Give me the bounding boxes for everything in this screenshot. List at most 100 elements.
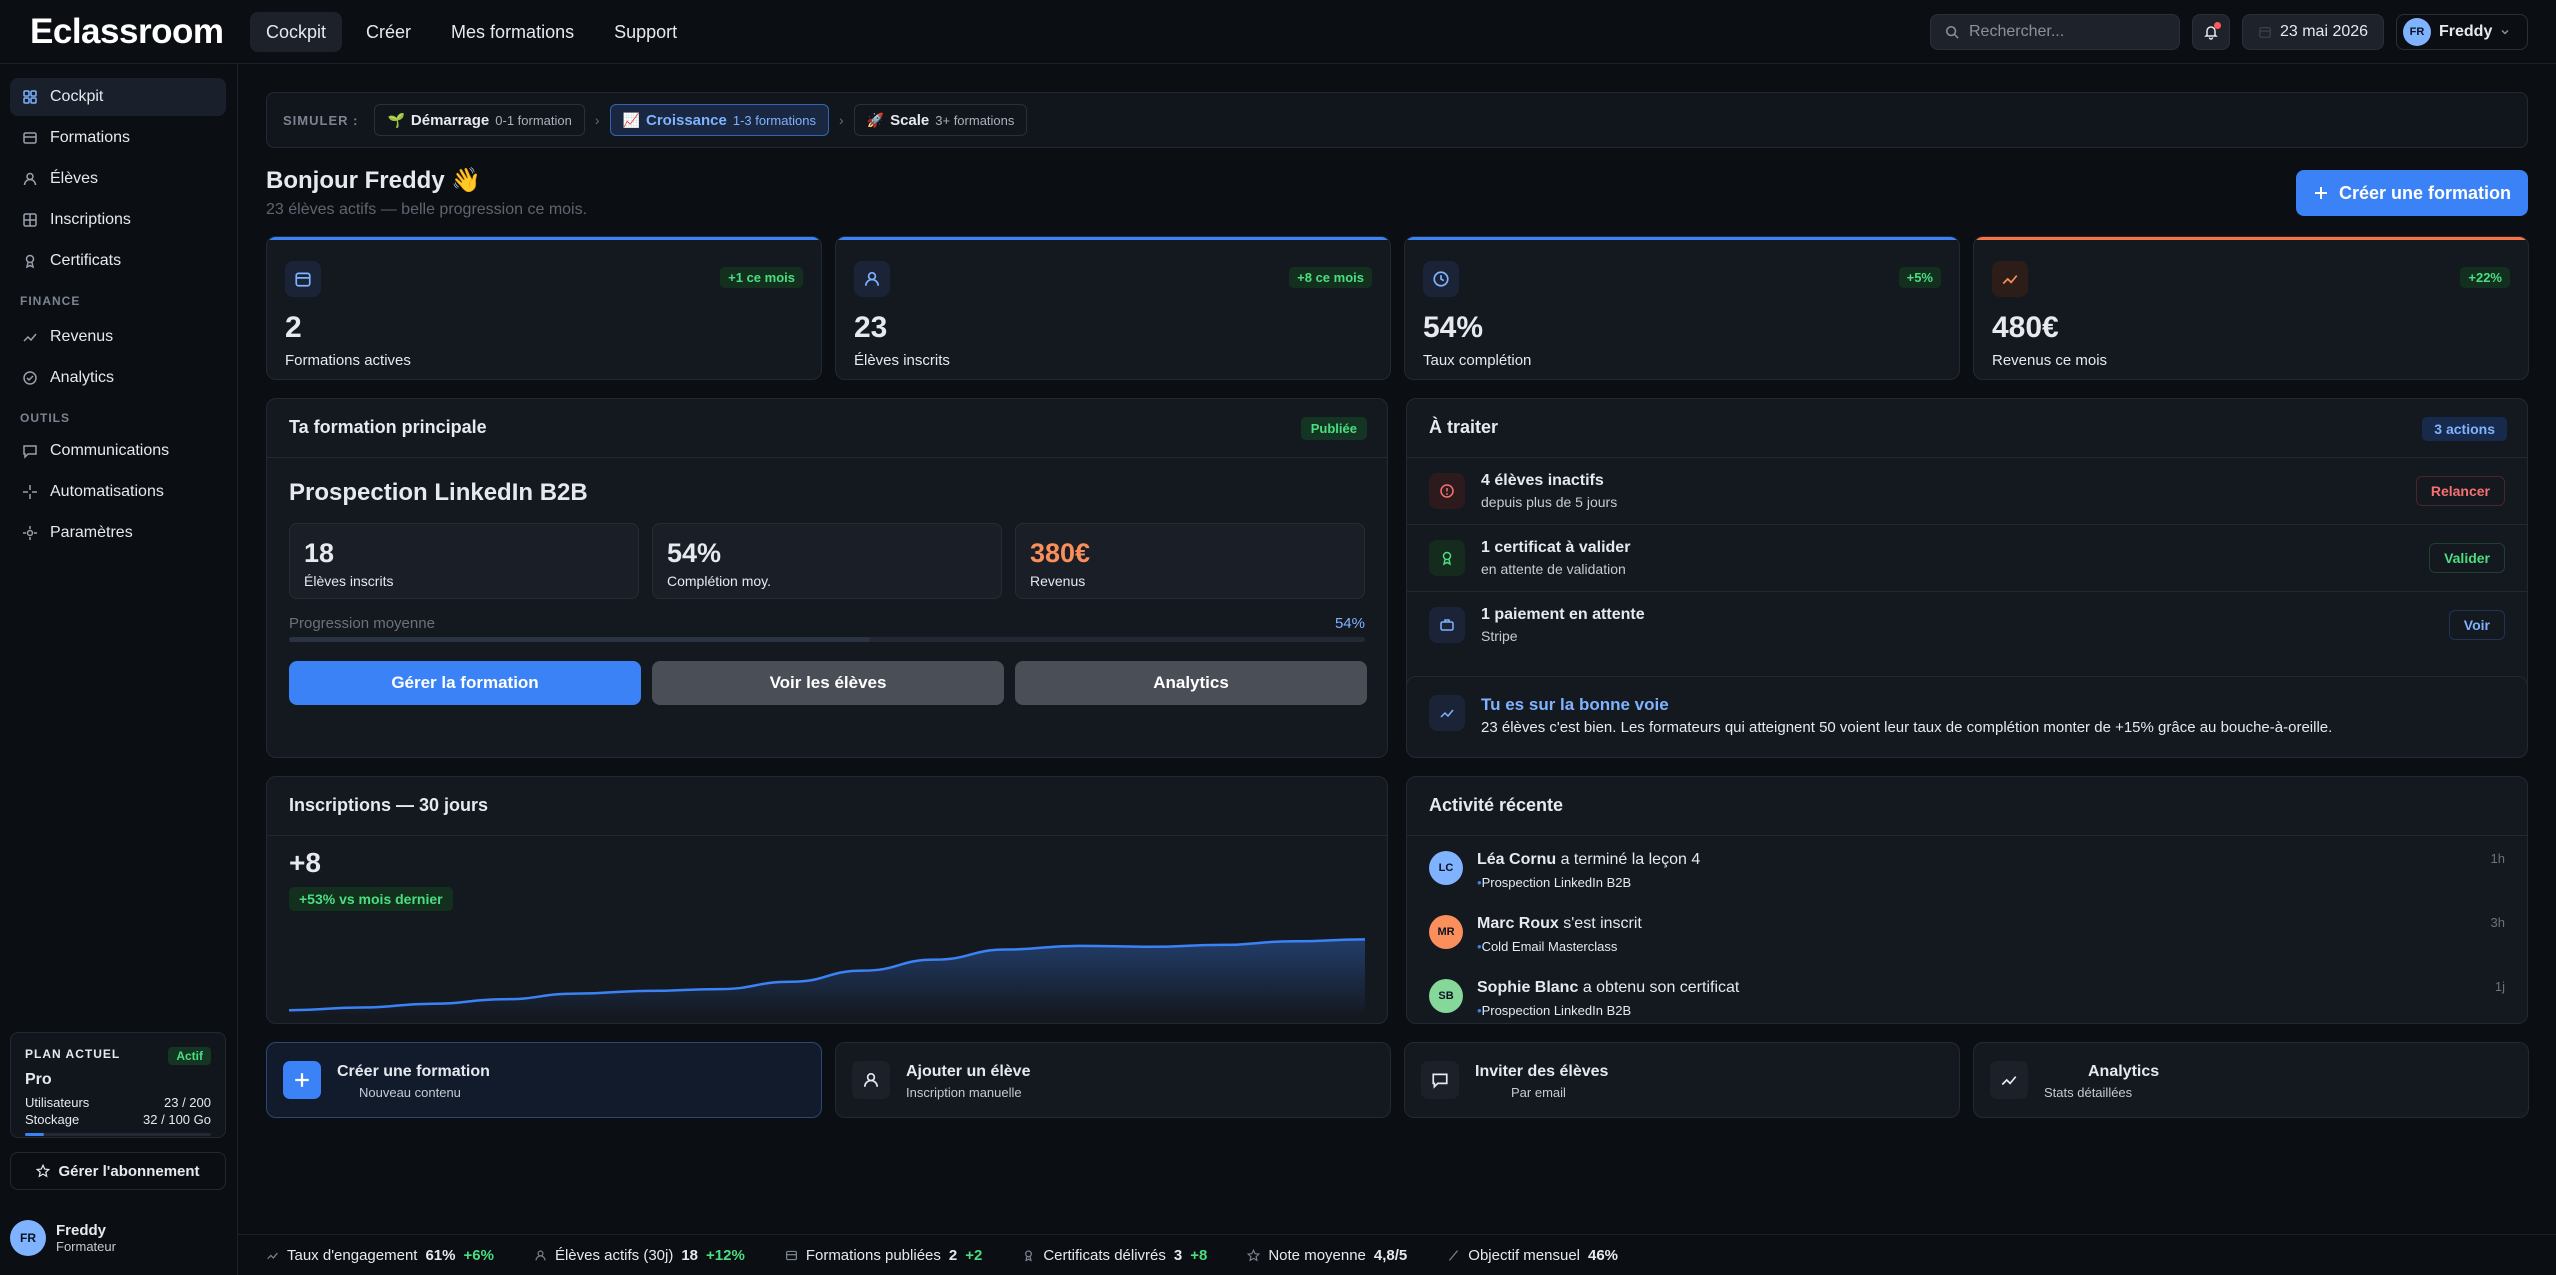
- valider-button[interactable]: Valider: [2429, 543, 2505, 573]
- user-icon: [23, 172, 37, 186]
- create-formation-button[interactable]: Créer une formation: [2296, 170, 2528, 216]
- stat-card-formations[interactable]: +1 ce mois 2 Formations actives: [266, 236, 822, 380]
- activity-item[interactable]: MR Marc Roux s'est inscrit •Cold Email M…: [1407, 903, 2527, 967]
- date-picker[interactable]: 23 mai 2026: [2242, 14, 2384, 50]
- stat-value: 23: [854, 311, 888, 344]
- todo-title: 1 certificat à valider: [1481, 539, 1631, 556]
- quick-action-invite-students[interactable]: Inviter des élèves Par email: [1404, 1042, 1960, 1118]
- sidebar-item-inscriptions[interactable]: Inscriptions: [10, 201, 226, 239]
- bullet-icon: •: [1477, 875, 1482, 890]
- stat-label: Revenus ce mois: [1992, 352, 2108, 369]
- sidebar-item-automatisations[interactable]: Automatisations: [10, 473, 226, 511]
- plan-users-value: 23 / 200: [164, 1095, 211, 1110]
- simulate-croissance[interactable]: 📈 Croissance 1-3 formations: [609, 104, 829, 136]
- nav-creer[interactable]: Créer: [366, 21, 412, 42]
- sidebar-item-certificats[interactable]: Certificats: [10, 242, 226, 280]
- bottom-stat-delta: +8: [1190, 1246, 1208, 1264]
- bottom-stat-label: Objectif mensuel: [1468, 1246, 1580, 1264]
- activity-action: a terminé la leçon 4: [1560, 851, 1701, 868]
- divider: [267, 457, 1387, 458]
- calendar-icon: [2259, 26, 2271, 38]
- chip-sub: 3+ formations: [935, 112, 1015, 128]
- quick-action-analytics[interactable]: Analytics Stats détaillées: [1973, 1042, 2529, 1118]
- trend-icon: [1440, 709, 1454, 718]
- quick-action-icon-box: [283, 1061, 321, 1099]
- settings-icon: [23, 526, 37, 540]
- tip-icon-box: [1429, 695, 1465, 731]
- search-input[interactable]: [1969, 23, 2159, 41]
- bottom-stat-label: Taux d'engagement: [287, 1246, 418, 1264]
- simulate-scale[interactable]: 🚀 Scale 3+ formations: [853, 104, 1028, 136]
- tip-title: Tu es sur la bonne voie: [1481, 695, 1669, 714]
- wave-icon: 👋: [451, 167, 482, 194]
- clock-icon: [1433, 271, 1449, 287]
- stat-label: Taux complétion: [1423, 352, 1532, 369]
- analytics-button[interactable]: Analytics: [1015, 661, 1367, 705]
- quick-action-sub: Par email: [1511, 1085, 1566, 1100]
- separator-icon: ›: [838, 112, 844, 128]
- award-icon: [1025, 1249, 1033, 1261]
- stat-card-completion[interactable]: +5% 54% Taux complétion: [1404, 236, 1960, 380]
- sidebar-item-communications[interactable]: Communications: [10, 432, 226, 470]
- page-title: Bonjour Freddy 👋: [266, 166, 481, 195]
- stat-card-revenus[interactable]: +22% 480€ Revenus ce mois: [1973, 236, 2529, 380]
- bottom-stat-value: 2: [948, 1246, 958, 1264]
- activity-item[interactable]: LC Léa Cornu a terminé la leçon 4 •Prosp…: [1407, 839, 2527, 903]
- bottom-stat-rating: Note moyenne 4,8/5: [1247, 1247, 1407, 1264]
- relancer-button[interactable]: Relancer: [2415, 476, 2505, 506]
- sidebar-item-eleves[interactable]: Élèves: [10, 160, 226, 198]
- sidebar-user[interactable]: FR Freddy Formateur: [10, 1220, 116, 1256]
- briefcase-icon: [1440, 619, 1454, 631]
- bottom-stat-active-students: Élèves actifs (30j) 18 +12%: [534, 1247, 745, 1264]
- activity-item[interactable]: SB Sophie Blanc a obtenu son certificat …: [1407, 967, 2527, 1023]
- quick-action-create-formation[interactable]: Créer une formation Nouveau contenu: [266, 1042, 822, 1118]
- sidebar-item-revenus[interactable]: Revenus: [10, 318, 226, 356]
- voir-button[interactable]: Voir: [2448, 610, 2505, 640]
- quick-action-add-student[interactable]: Ajouter un élève Inscription manuelle: [835, 1042, 1391, 1118]
- sparkle-icon: [23, 485, 37, 499]
- activity-course: •Prospection LinkedIn B2B: [1477, 1003, 1631, 1018]
- nav-mes-formations[interactable]: Mes formations: [451, 21, 575, 42]
- message-icon: [1432, 1073, 1448, 1089]
- stat-card-eleves[interactable]: +8 ce mois 23 Élèves inscrits: [835, 236, 1391, 380]
- sidebar-item-label: Formations: [50, 129, 131, 146]
- avatar: FR: [10, 1220, 46, 1256]
- separator-icon: ›: [594, 112, 600, 128]
- sidebar-item-parametres[interactable]: Paramètres: [10, 514, 226, 552]
- sprout-icon: 🌱: [387, 111, 405, 128]
- sidebar-item-formations[interactable]: Formations: [10, 119, 226, 157]
- stat-value: 480€: [1992, 311, 2059, 344]
- bell-icon: [2204, 26, 2218, 40]
- bottom-stat-label: Formations publiées: [805, 1246, 941, 1264]
- user-menu[interactable]: FR Freddy: [2396, 14, 2528, 50]
- todo-sub: en attente de validation: [1481, 561, 1626, 577]
- bottom-stat-objective: Objectif mensuel 46%: [1447, 1247, 1618, 1264]
- activity-line: Sophie Blanc a obtenu son certificat: [1477, 979, 1739, 997]
- activity-action: s'est inscrit: [1563, 915, 1642, 932]
- grid-icon: [23, 90, 37, 104]
- logo[interactable]: Eclassroom: [30, 12, 224, 52]
- nav-cockpit[interactable]: Cockpit: [250, 12, 343, 52]
- sidebar-item-label: Élèves: [50, 170, 99, 187]
- simulate-demarrage[interactable]: 🌱 Démarrage 0-1 formation: [374, 104, 585, 136]
- nav-support[interactable]: Support: [614, 21, 678, 42]
- metric-label: Élèves inscrits: [304, 573, 394, 589]
- search-box[interactable]: [1930, 14, 2180, 50]
- todo-item-certificate: 1 certificat à valider en attente de val…: [1407, 525, 2527, 591]
- manage-subscription-button[interactable]: Gérer l'abonnement: [10, 1152, 226, 1190]
- inscriptions-area-chart: [289, 938, 1365, 1017]
- notifications-button[interactable]: [2192, 14, 2230, 50]
- status-badge: Publiée: [1300, 417, 1367, 440]
- trend-icon: [2002, 275, 2018, 285]
- plan-name: Pro: [25, 1071, 52, 1088]
- manage-formation-button[interactable]: Gérer la formation: [289, 661, 641, 705]
- sidebar: Cockpit Formations Élèves Inscriptions C…: [0, 64, 238, 1275]
- inscriptions-chart-card: Inscriptions — 30 jours +8 +53% vs mois …: [266, 776, 1388, 1024]
- chart-area: [289, 939, 1365, 1017]
- bottom-stat-value: 4,8/5: [1373, 1246, 1408, 1264]
- sidebar-item-cockpit[interactable]: Cockpit: [10, 78, 226, 116]
- award-icon: [25, 254, 35, 269]
- sidebar-item-analytics[interactable]: Analytics: [10, 359, 226, 397]
- search-icon: [1945, 25, 1959, 39]
- view-students-button[interactable]: Voir les élèves: [652, 661, 1004, 705]
